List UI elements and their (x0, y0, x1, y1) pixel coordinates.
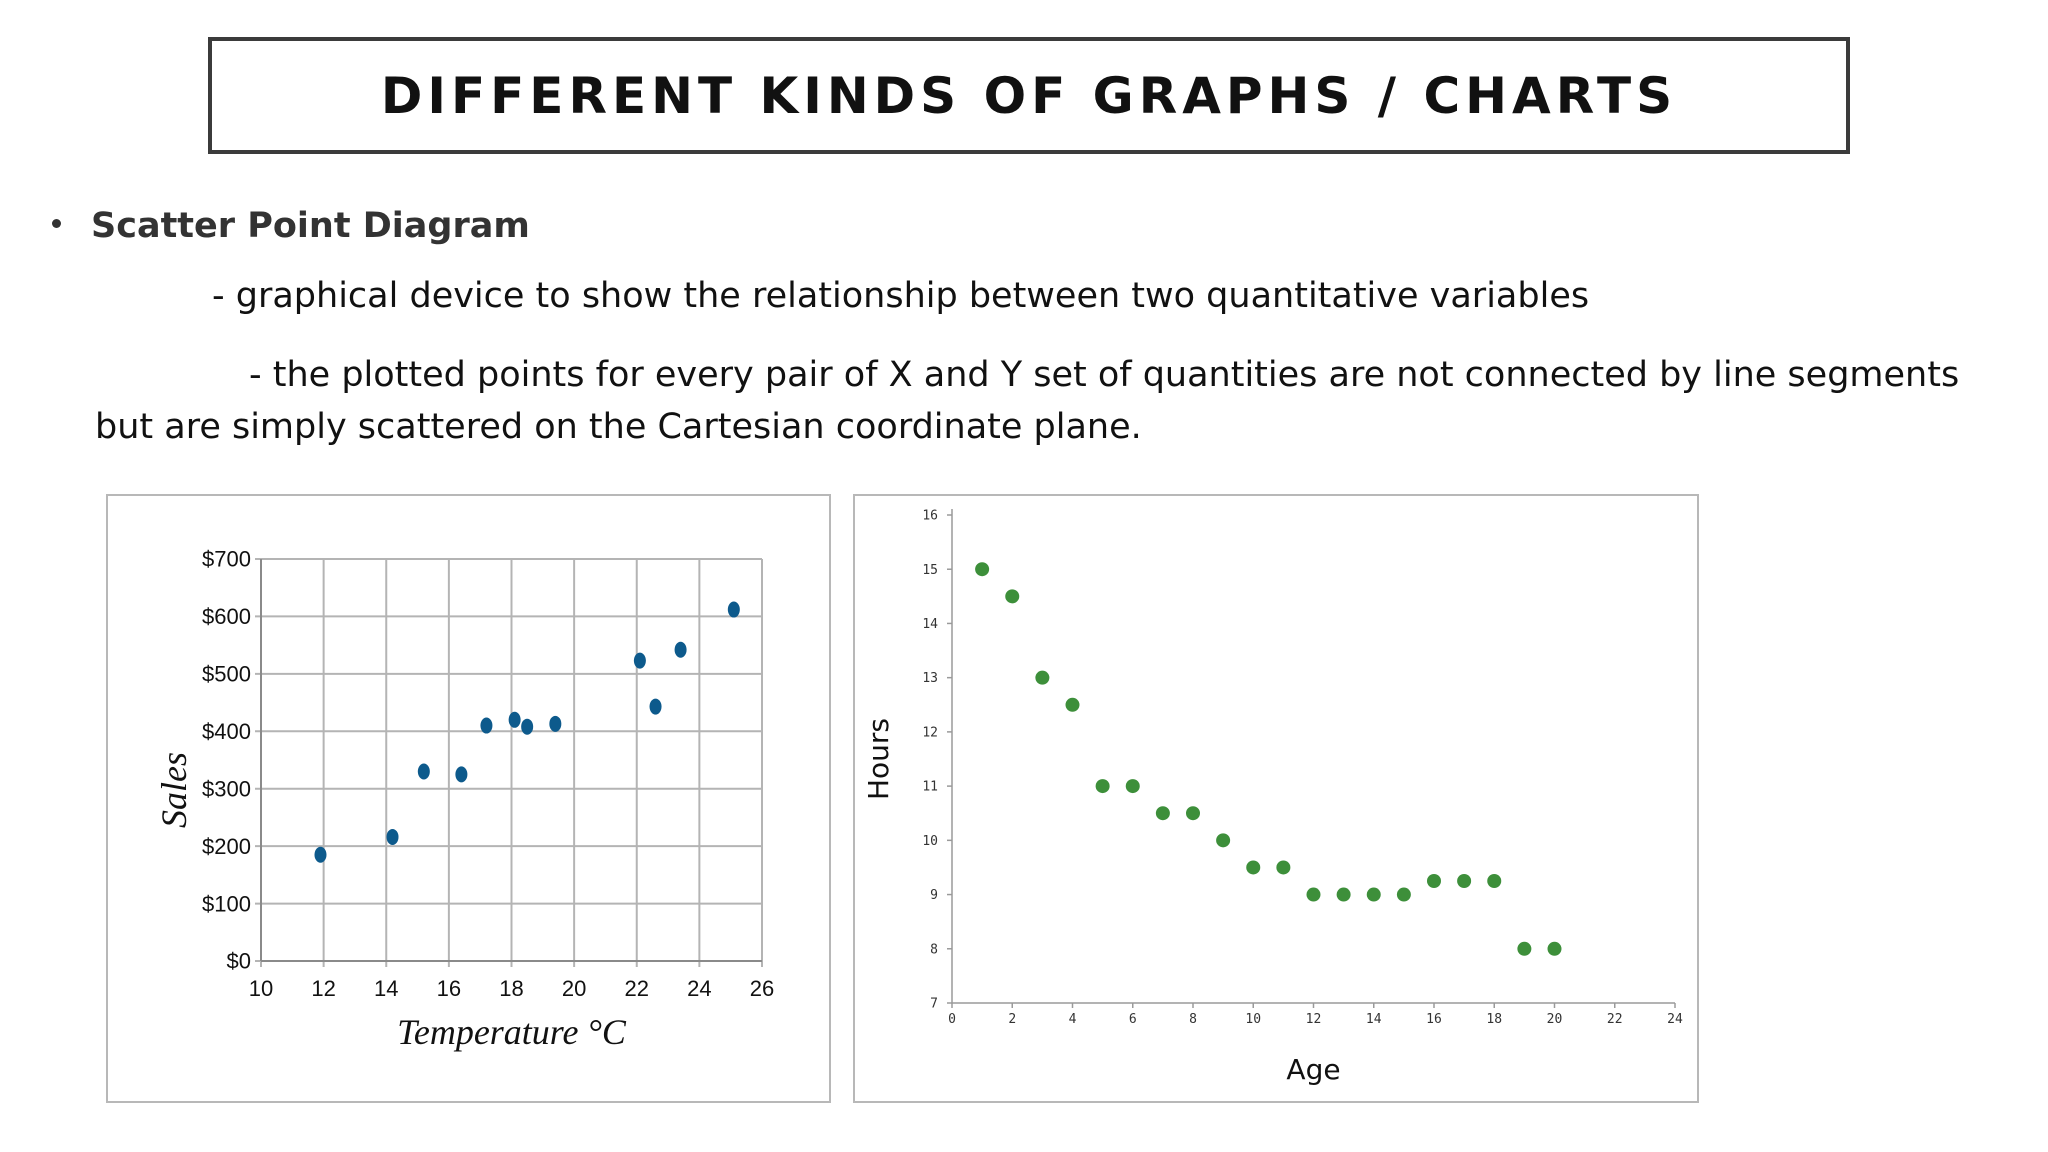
x-tick-label: 20 (1547, 1012, 1563, 1027)
y-tick-label: $700 (202, 547, 251, 572)
data-point-17 (1457, 874, 1472, 888)
data-point-2 (386, 828, 399, 845)
y-axis-label: Hours (862, 718, 895, 800)
y-tick-label: 13 (922, 671, 938, 686)
hours-age-chart: 0 2 4 6 8 10 12 14 16 18 20 22 24 7 8 9 10 11 12 13 14 15 16 Ag… (853, 494, 1699, 1103)
title-box: DIFFERENT KINDS OF GRAPHS / CHARTS (208, 37, 1850, 154)
y-tick-label: $500 (202, 662, 251, 687)
data-point-20 (1547, 941, 1562, 956)
y-tick-label: $100 (202, 891, 251, 916)
data-point-5 (1095, 779, 1110, 794)
y-tick-label: 10 (922, 834, 938, 849)
data-point-7 (521, 718, 534, 735)
x-tick-label: 18 (1486, 1012, 1502, 1027)
bullet-item: Scatter Point Diagram (52, 206, 530, 246)
x-tick-label: 22 (1607, 1012, 1623, 1027)
x-tick-label: 16 (1426, 1012, 1442, 1027)
y-tick-label: $0 (227, 949, 251, 974)
x-tick-label: 12 (311, 976, 335, 1001)
data-point-3 (417, 763, 430, 780)
description-line-2-text: - the plotted points for every pair of X… (95, 355, 1960, 447)
data-point-12 (727, 601, 740, 618)
x-tick-label: 18 (499, 976, 523, 1001)
data-point-19 (1517, 941, 1532, 956)
data-point-3 (1035, 670, 1050, 685)
data-point-7 (1155, 806, 1170, 821)
x-tick-label: 2 (1008, 1012, 1016, 1027)
y-tick-label: 16 (922, 509, 938, 524)
data-point-11 (1276, 860, 1291, 875)
data-point-1 (975, 562, 990, 577)
x-tick-label: 0 (948, 1012, 956, 1027)
x-tick-label: 22 (625, 976, 649, 1001)
y-tick-label: $400 (202, 719, 251, 744)
x-tick-label: 24 (687, 976, 711, 1001)
y-tick-label: 14 (922, 617, 938, 632)
y-tick-label: 15 (922, 563, 938, 578)
x-tick-label: 6 (1129, 1012, 1137, 1027)
y-tick-label: 7 (930, 997, 938, 1012)
y-tick-label: 9 (930, 888, 938, 903)
y-tick-label: $300 (202, 776, 251, 801)
data-point-8 (549, 715, 562, 732)
data-point-9 (633, 652, 646, 669)
data-point-10 (1246, 860, 1261, 875)
x-tick-label: 10 (249, 976, 273, 1001)
x-tick-label: 16 (437, 976, 461, 1001)
description-line-2: - the plotted points for every pair of X… (95, 349, 1995, 453)
x-tick-label: 14 (1366, 1012, 1382, 1027)
data-point-4 (1065, 697, 1080, 712)
description-line-1: - graphical device to show the relations… (212, 276, 1590, 316)
y-tick-label: 12 (922, 725, 938, 740)
y-tick-label: $200 (202, 834, 251, 859)
data-point-12 (1306, 887, 1321, 902)
data-point-15 (1396, 887, 1411, 902)
x-tick-label: 4 (1069, 1012, 1077, 1027)
hours-age-plot: 0 2 4 6 8 10 12 14 16 18 20 22 2478910111213141516Ag… (862, 509, 1683, 1086)
data-point-6 (508, 711, 521, 728)
data-point-8 (1186, 806, 1200, 821)
x-tick-label: 26 (750, 976, 774, 1001)
data-point-2 (1005, 589, 1020, 604)
x-tick-label: 24 (1667, 1012, 1683, 1027)
data-point-1 (314, 846, 327, 863)
data-point-5 (480, 717, 493, 734)
data-point-4 (455, 766, 468, 783)
x-tick-label: 14 (374, 976, 398, 1001)
data-point-14 (1366, 887, 1381, 902)
bullet-heading: Scatter Point Diagram (91, 206, 530, 246)
data-point-18 (1487, 874, 1502, 888)
data-point-10 (649, 698, 662, 715)
x-axis-label: Age (1286, 1053, 1340, 1086)
x-axis-label: Temperature °C (397, 1012, 627, 1052)
data-point-16 (1427, 874, 1441, 888)
sales-temperature-chart: 10 12 14 16 18 20 22 24 26 $0 $100 $200 $300 $400 $500… (106, 494, 831, 1103)
x-tick-label: 10 (1245, 1012, 1261, 1027)
sales-temperature-plot: 10 12 14 16 18 20 22 24 26 $0 $100 $200 $300 $400 $500… (154, 547, 774, 1052)
y-tick-label: 11 (922, 780, 938, 795)
x-tick-label: 20 (562, 976, 586, 1001)
x-tick-label: 12 (1306, 1012, 1322, 1027)
slide-title: DIFFERENT KINDS OF GRAPHS / CHARTS (380, 66, 1678, 125)
data-point-11 (674, 641, 687, 658)
bullet-dot-icon (52, 218, 61, 228)
y-axis-label: Sales (154, 752, 194, 828)
data-point-6 (1125, 779, 1140, 794)
x-tick-label: 8 (1189, 1012, 1197, 1027)
y-tick-label: 8 (930, 942, 938, 957)
data-point-13 (1336, 887, 1351, 902)
y-tick-label: $600 (202, 604, 251, 629)
data-point-9 (1216, 833, 1231, 848)
